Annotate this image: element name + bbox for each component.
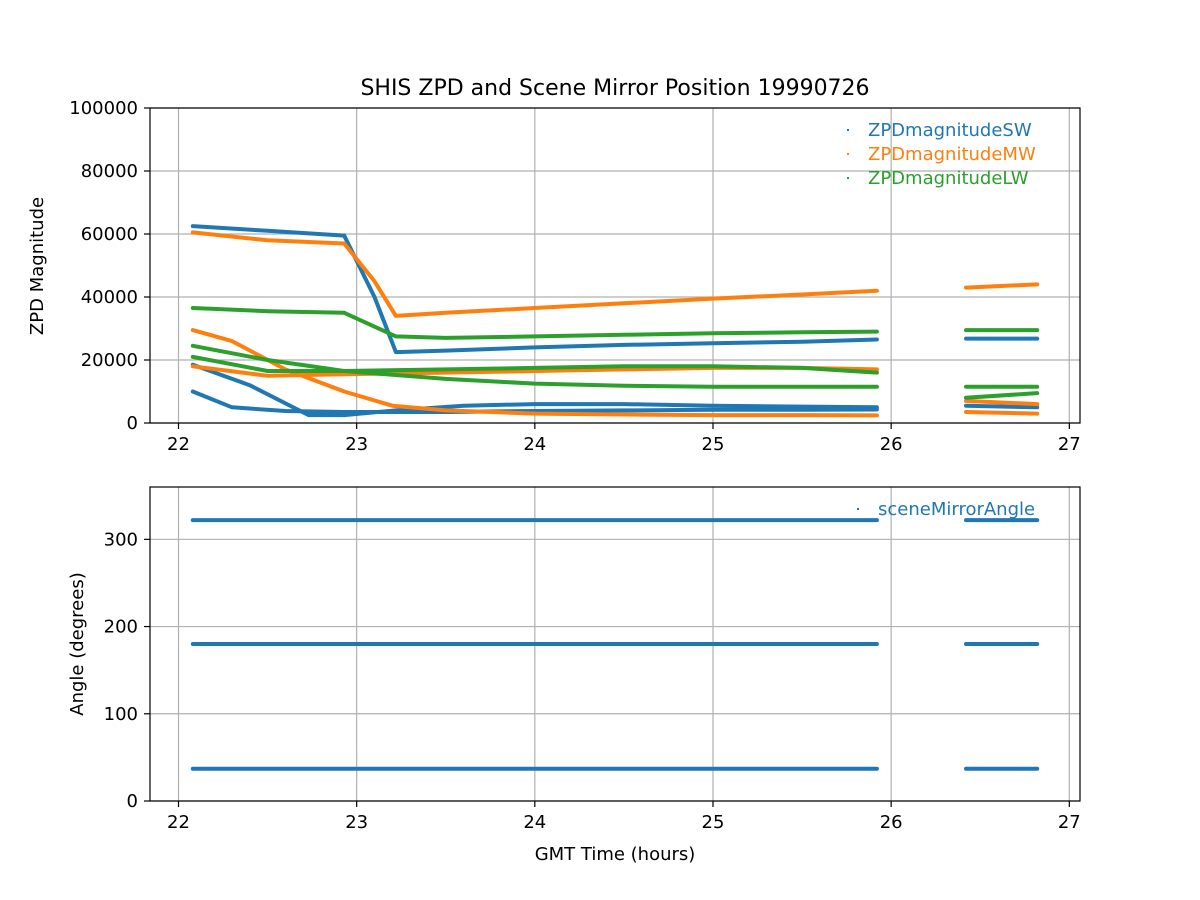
y-tick-label: 80000: [81, 161, 138, 182]
series-trace: [190, 306, 347, 315]
series-trace: [964, 391, 1040, 400]
x-tick-label: 22: [167, 434, 190, 455]
series-trace: [964, 403, 1040, 410]
y-tick-label: 60000: [81, 224, 138, 245]
legend-label: ZPDmagnitudeMW: [868, 144, 1036, 165]
legend-marker: [847, 153, 849, 155]
x-tick-label: 26: [880, 434, 903, 455]
series-trace: [190, 354, 879, 375]
zpd-magnitude-chart: SHIS ZPD and Scene Mirror Position 19990…: [27, 76, 1081, 455]
series-trace: [964, 282, 1040, 290]
y-tick-label: 20000: [81, 350, 138, 371]
y-tick-label: 100: [104, 704, 138, 725]
legend-marker: [847, 177, 849, 179]
legend: sceneMirrorAngle: [857, 499, 1035, 520]
y-tick-label: 40000: [81, 287, 138, 308]
x-tick-label: 24: [523, 812, 546, 833]
legend-label: sceneMirrorAngle: [878, 499, 1035, 520]
series-trace: [342, 310, 879, 340]
y-tick-label: 200: [104, 617, 138, 638]
y-axis-label: Angle (degrees): [67, 572, 88, 715]
legend-marker: [857, 508, 859, 510]
axes-frame: [149, 107, 1081, 424]
x-tick-label: 23: [345, 812, 368, 833]
x-tick-label: 26: [880, 812, 903, 833]
y-tick-label: 0: [127, 413, 138, 434]
x-tick-label: 24: [523, 434, 546, 455]
axis-ticks: 22 23 24 25 26 27 0 20000 40000 60000 80000 100000: [69, 98, 1080, 455]
y-tick-label: 0: [127, 791, 138, 812]
x-tick-label: 25: [702, 434, 725, 455]
x-axis-label: GMT Time (hours): [535, 844, 696, 865]
x-tick-label: 27: [1058, 434, 1081, 455]
y-tick-label: 300: [104, 529, 138, 550]
x-tick-label: 22: [167, 812, 190, 833]
series-trace: [190, 343, 879, 389]
legend-marker: [847, 129, 849, 131]
x-tick-label: 23: [345, 434, 368, 455]
legend-label: ZPDmagnitudeLW: [868, 168, 1029, 189]
series-trace: [342, 233, 879, 355]
plot-area: [190, 224, 1040, 418]
y-tick-label: 100000: [69, 98, 138, 119]
x-tick-label: 25: [702, 812, 725, 833]
plot-area: [190, 518, 1040, 771]
x-tick-label: 27: [1058, 812, 1081, 833]
legend: ZPDmagnitudeSW ZPDmagnitudeMW ZPDmagnitude…: [847, 120, 1036, 189]
series-ZPDmagnitudeLW: [190, 306, 1040, 400]
series-trace: [964, 410, 1040, 416]
axis-ticks: 22 23 24 25 26 27 0 100 200 300: [104, 529, 1081, 833]
legend-label: ZPDmagnitudeSW: [868, 120, 1032, 141]
axes-frame: [149, 486, 1081, 802]
scene-mirror-angle-chart: GMT Time (hours) Angle (degrees) 22 23 24 2…: [67, 486, 1081, 865]
series-sceneMirrorAngle: [190, 518, 1040, 771]
y-axis-label: ZPD Magnitude: [27, 197, 48, 335]
series-trace: [964, 398, 1040, 407]
chart-title: SHIS ZPD and Scene Mirror Position 19990…: [360, 76, 869, 101]
series-trace: [190, 224, 347, 238]
series-trace: [342, 241, 879, 318]
series-trace: [190, 230, 347, 246]
series-trace: [190, 362, 879, 418]
